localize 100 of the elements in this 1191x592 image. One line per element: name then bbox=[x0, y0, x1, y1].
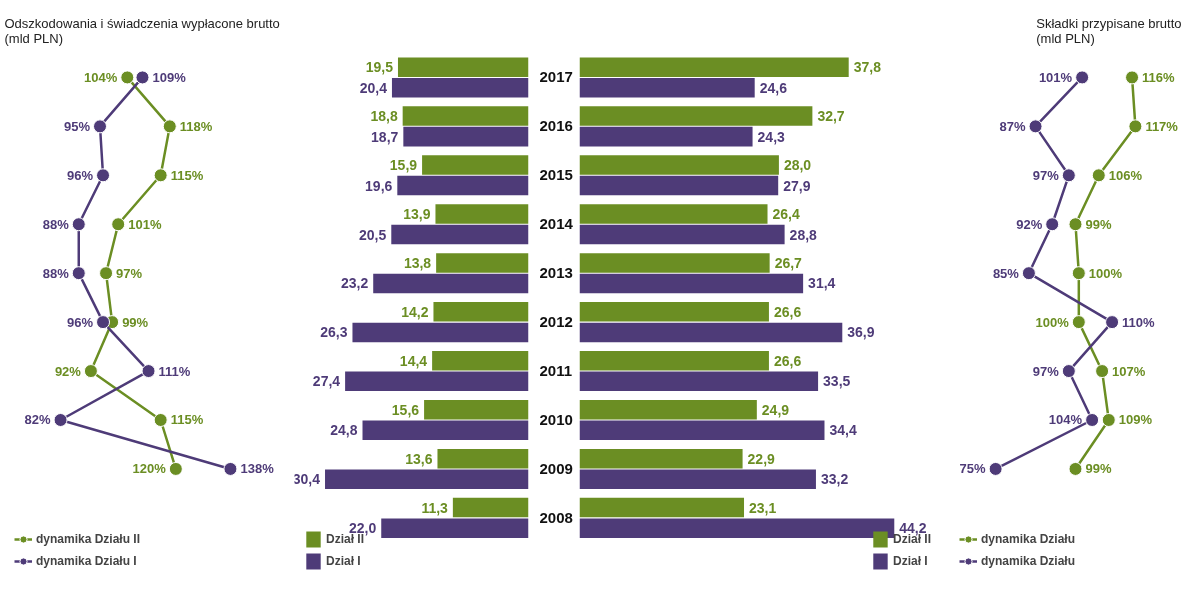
y-tick-label: 2008 bbox=[539, 508, 573, 526]
data-label: 106% bbox=[1108, 167, 1143, 183]
bar bbox=[579, 253, 770, 273]
bar bbox=[402, 106, 529, 126]
point bbox=[71, 266, 86, 281]
data-label: 75% bbox=[959, 461, 987, 477]
point bbox=[1068, 217, 1083, 232]
data-label: 20,4 bbox=[359, 79, 388, 96]
y-tick-label: 2014 bbox=[539, 215, 574, 233]
bar bbox=[397, 57, 529, 77]
data-label: 15,6 bbox=[391, 401, 420, 418]
data-label: 13,9 bbox=[403, 205, 431, 222]
data-label: 26,6 bbox=[773, 303, 802, 320]
bar bbox=[437, 448, 529, 469]
bar bbox=[579, 322, 843, 343]
bar bbox=[579, 469, 816, 489]
data-label: 20,5 bbox=[359, 226, 387, 243]
bar bbox=[579, 126, 753, 147]
data-label: 14,4 bbox=[399, 352, 428, 369]
legend-label: dynamika Działu bbox=[981, 532, 1076, 546]
point bbox=[71, 217, 86, 232]
legend-label: dynamika Działu I bbox=[36, 554, 137, 568]
data-label: 110% bbox=[1122, 314, 1156, 330]
data-label: 37,8 bbox=[853, 59, 882, 76]
bar bbox=[579, 204, 768, 224]
data-label: 27,4 bbox=[312, 373, 341, 390]
data-label: 100% bbox=[1035, 314, 1070, 330]
data-label: 99% bbox=[1085, 216, 1112, 232]
bar bbox=[424, 399, 529, 420]
bar bbox=[579, 399, 757, 420]
data-label: 26,3 bbox=[320, 324, 348, 341]
point bbox=[141, 364, 156, 379]
data-label: 19,5 bbox=[365, 59, 394, 76]
point bbox=[1125, 70, 1140, 85]
point bbox=[1071, 266, 1086, 281]
data-label: 82% bbox=[24, 412, 51, 428]
bar bbox=[579, 77, 755, 98]
data-label: 109% bbox=[1118, 412, 1153, 428]
data-label: 19,6 bbox=[365, 177, 393, 194]
point bbox=[1091, 168, 1106, 183]
y-tick-label: 2012 bbox=[539, 313, 573, 331]
data-label: 99% bbox=[1085, 461, 1112, 477]
data-label: 22,9 bbox=[747, 450, 776, 467]
data-label: 117% bbox=[1145, 118, 1179, 134]
point bbox=[168, 461, 183, 476]
point bbox=[162, 119, 177, 134]
y-tick-label: 2017 bbox=[539, 68, 573, 86]
data-label: 109% bbox=[152, 69, 187, 85]
legend-label: dynamika Działu II bbox=[36, 532, 141, 546]
point bbox=[96, 315, 111, 330]
point bbox=[1061, 364, 1076, 379]
data-label: 104% bbox=[84, 69, 118, 85]
data-label: 36,9 bbox=[847, 324, 875, 341]
data-label: 26,4 bbox=[772, 205, 800, 222]
point bbox=[120, 70, 135, 85]
data-label: 96% bbox=[67, 314, 94, 330]
data-label: 97% bbox=[116, 265, 143, 281]
point bbox=[153, 168, 168, 183]
y-tick-label: 2010 bbox=[539, 411, 573, 428]
point bbox=[1021, 266, 1036, 281]
data-label: 101% bbox=[128, 216, 162, 232]
data-label: 18,8 bbox=[370, 108, 398, 125]
data-label: 116% bbox=[1142, 69, 1176, 85]
data-label: 33,5 bbox=[823, 373, 851, 390]
bar bbox=[391, 224, 529, 245]
data-label: 88% bbox=[42, 265, 70, 281]
bar bbox=[579, 351, 769, 371]
point bbox=[1105, 315, 1120, 330]
data-label: 88% bbox=[42, 216, 70, 232]
point bbox=[111, 217, 126, 232]
bar bbox=[579, 420, 825, 441]
data-label: 23,1 bbox=[749, 499, 777, 516]
legend-label: Dział I bbox=[892, 554, 928, 568]
chart-title: Składki przypisane brutto (mld PLN) bbox=[1036, 15, 1182, 46]
data-label: 24,3 bbox=[757, 128, 786, 145]
bar bbox=[579, 302, 769, 322]
bar bbox=[579, 518, 895, 538]
bar bbox=[381, 518, 529, 538]
y-tick-label: 2011 bbox=[539, 362, 573, 380]
data-label: 115% bbox=[170, 167, 204, 183]
data-label: 97% bbox=[1032, 363, 1060, 379]
data-label: 28,0 bbox=[783, 157, 812, 174]
bar bbox=[362, 420, 529, 441]
data-label: 111% bbox=[158, 363, 191, 379]
bar bbox=[435, 204, 529, 224]
data-label: 87% bbox=[999, 118, 1026, 134]
data-label: 24,6 bbox=[759, 79, 788, 96]
point bbox=[988, 461, 1003, 476]
data-label: 13,8 bbox=[403, 254, 432, 271]
data-label: 118% bbox=[179, 118, 213, 134]
point bbox=[96, 168, 111, 183]
bar bbox=[579, 371, 819, 392]
y-tick-label: 2016 bbox=[539, 117, 573, 135]
bar bbox=[579, 106, 813, 126]
point bbox=[1085, 413, 1100, 427]
point bbox=[1045, 217, 1060, 232]
bar bbox=[579, 175, 779, 196]
bar bbox=[579, 57, 849, 77]
data-label: 15,9 bbox=[389, 157, 418, 174]
point bbox=[1068, 461, 1083, 476]
